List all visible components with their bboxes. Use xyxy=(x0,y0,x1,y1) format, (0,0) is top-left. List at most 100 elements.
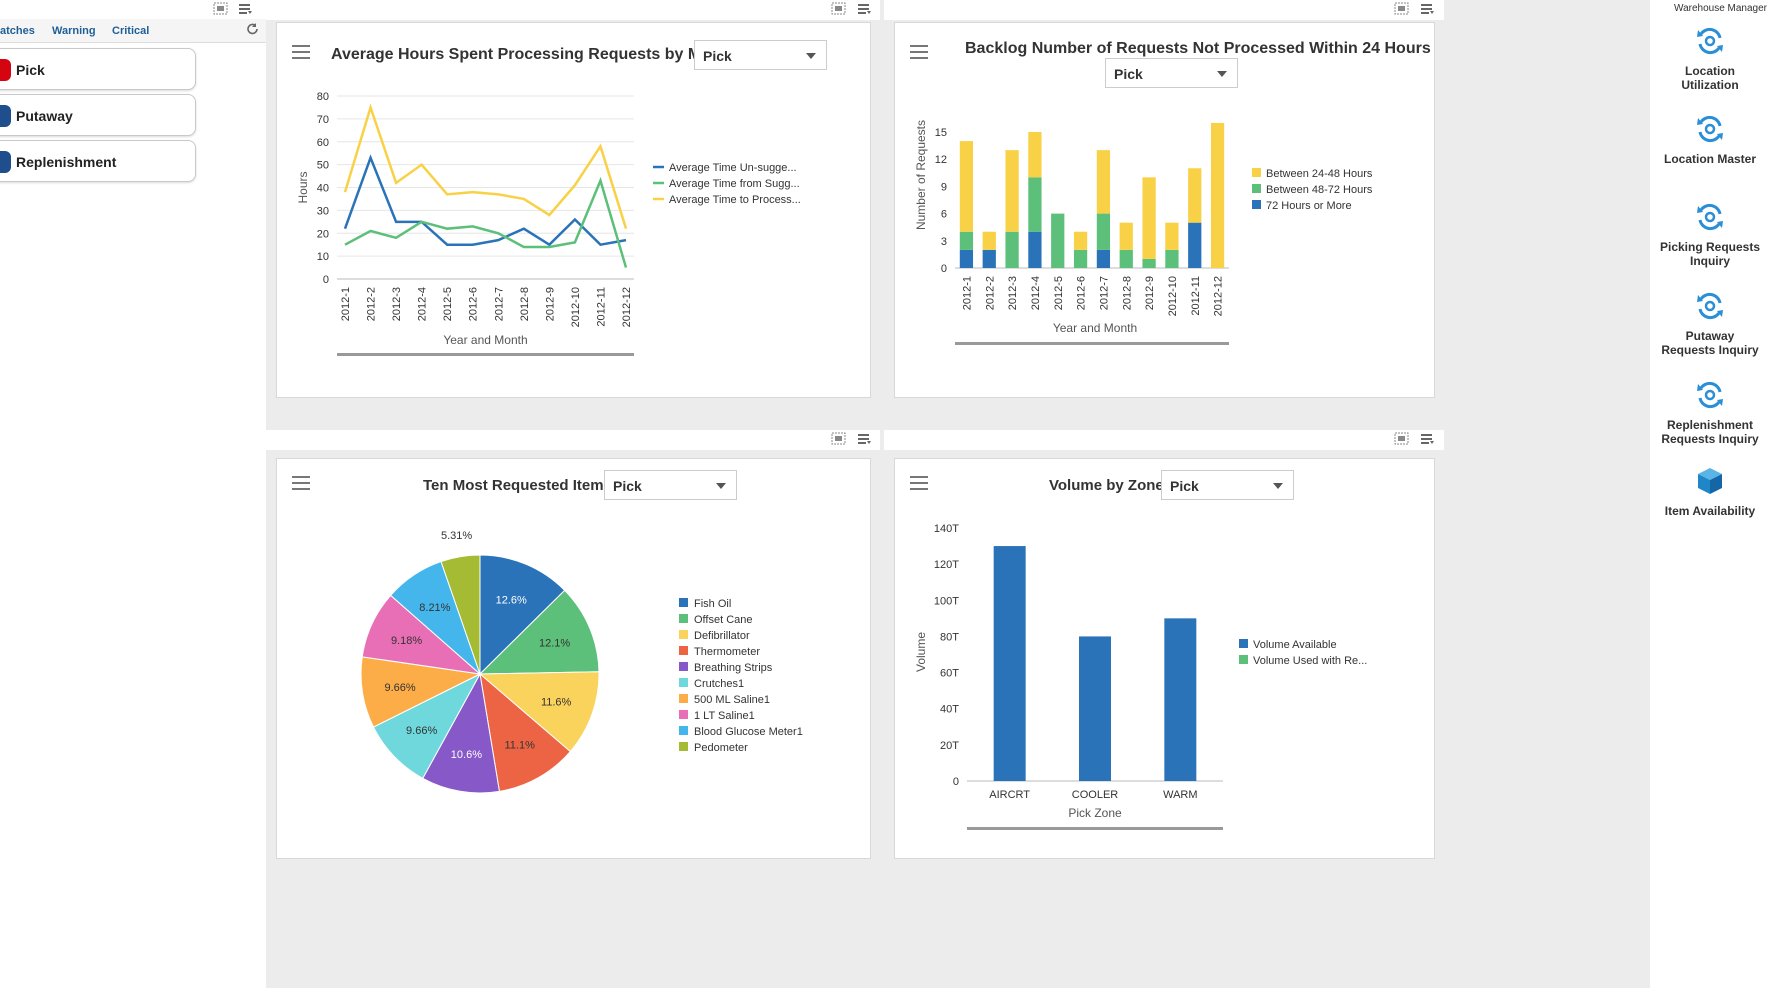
legend-label: Thermometer xyxy=(694,646,760,658)
bar-segment xyxy=(1073,249,1088,268)
sidebar-item-picking-requests[interactable]: Picking Requests Inquiry xyxy=(1650,202,1770,268)
chart-filter-select[interactable]: Pick xyxy=(604,470,737,500)
maximize-icon[interactable] xyxy=(1394,2,1410,16)
bar-segment xyxy=(1210,122,1225,268)
hamburger-menu-icon[interactable] xyxy=(910,45,928,59)
select-value: Pick xyxy=(1170,478,1199,494)
series-line xyxy=(344,176,628,268)
sidebar-item-location[interactable]: Location Utilization xyxy=(1650,26,1770,92)
status-dot xyxy=(0,59,11,81)
maximize-icon[interactable] xyxy=(1394,432,1410,446)
slice-data-label: 5.31% xyxy=(441,530,472,542)
chevron-down-icon xyxy=(806,53,816,59)
chart-filter-select[interactable]: Pick xyxy=(694,40,827,70)
pane-header xyxy=(884,0,1444,20)
label-line-2: Requests Inquiry xyxy=(1661,432,1759,446)
settings-menu-icon[interactable] xyxy=(857,2,873,16)
label-line-1: Picking Requests xyxy=(1659,240,1761,254)
legend-swatch xyxy=(679,742,688,751)
watchlist-item-replenishment[interactable]: Replenishment xyxy=(0,140,196,182)
y-tick-label: 140T xyxy=(934,523,959,535)
x-axis-title: Year and Month xyxy=(1053,321,1137,335)
x-tick-label: 2012-3 xyxy=(391,287,403,321)
scrollbar xyxy=(955,342,1229,345)
legend-swatch xyxy=(1252,168,1261,177)
refresh-cycle-icon xyxy=(1697,115,1723,143)
label-line-1: Putaway xyxy=(1685,329,1735,343)
pie-slice xyxy=(440,554,481,675)
legend-label: 72 Hours or More xyxy=(1266,200,1352,212)
sidebar-item-label: Location Utilization xyxy=(1650,64,1770,92)
label-line-1: Item Availability xyxy=(1664,504,1756,518)
watchlist-item-pick[interactable]: Pick xyxy=(0,48,196,90)
icon-wrap xyxy=(1650,466,1770,500)
maximize-icon[interactable] xyxy=(831,2,847,16)
sidebar-item-item-availability[interactable]: Item Availability xyxy=(1650,466,1770,518)
pie-slice xyxy=(478,589,600,675)
chart-filter-select[interactable]: Pick xyxy=(1161,470,1294,500)
legend-label: 1 LT Saline1 xyxy=(694,710,755,722)
legend-label: Offset Cane xyxy=(694,614,753,626)
scrollbar xyxy=(967,827,1223,830)
y-tick-label: 15 xyxy=(935,127,947,139)
bar-segment xyxy=(1142,258,1156,268)
bar-segment xyxy=(1005,150,1019,232)
slice-data-label: 9.66% xyxy=(384,682,415,694)
icon-wrap xyxy=(1650,380,1770,414)
sidebar-item-label: Putaway Requests Inquiry xyxy=(1650,329,1770,357)
hamburger-menu-icon[interactable] xyxy=(910,476,928,490)
x-tick-label: 2012-2 xyxy=(366,287,378,321)
series-line xyxy=(343,154,627,247)
y-tick-label: 0 xyxy=(953,776,959,788)
watchlist-item-putaway[interactable]: Putaway xyxy=(0,94,196,136)
chevron-down-icon xyxy=(716,483,726,489)
chart-filter-select[interactable]: Pick xyxy=(1105,58,1238,88)
legend-label: Volume Available xyxy=(1253,639,1337,651)
bar-segment xyxy=(959,249,974,268)
sidebar-item-putaway[interactable]: Putaway Requests Inquiry xyxy=(1650,291,1770,357)
label-line-1: Location xyxy=(1685,64,1735,78)
x-axis-title: Year and Month xyxy=(443,333,527,347)
slice-data-label: 9.66% xyxy=(406,725,437,737)
legend-swatch xyxy=(679,598,688,607)
sidebar-title: Warehouse Manager xyxy=(1674,3,1768,14)
slice-data-label: 9.18% xyxy=(391,635,422,647)
settings-menu-icon[interactable] xyxy=(1420,432,1436,446)
tab-watches[interactable]: atches xyxy=(0,25,35,37)
x-tick-label: 2012-12 xyxy=(621,287,633,327)
settings-menu-icon[interactable] xyxy=(857,432,873,446)
bar xyxy=(993,546,1026,781)
bar-chart: 0 20T 40T 60T 80T 100T 120T 140T AIRCRT COOLER WAR… xyxy=(914,523,1367,830)
bar-segment xyxy=(1119,249,1133,268)
pie-slice xyxy=(478,671,600,753)
maximize-icon[interactable] xyxy=(831,432,847,446)
settings-menu-icon[interactable] xyxy=(1420,2,1436,16)
hamburger-menu-icon[interactable] xyxy=(292,476,310,490)
refresh-icon[interactable] xyxy=(246,22,260,36)
cube-icon xyxy=(1698,468,1722,494)
x-tick-label: 2012-8 xyxy=(1121,276,1133,310)
settings-menu-icon[interactable] xyxy=(238,2,254,16)
select-value: Pick xyxy=(703,48,732,64)
x-tick-label: 2012-10 xyxy=(570,287,582,327)
legend-label: Defibrillator xyxy=(694,630,750,642)
sidebar-item-location-master[interactable]: Location Master xyxy=(1650,114,1770,166)
springboard-sidebar: Warehouse Manager Location Utilization Lo… xyxy=(1650,0,1770,988)
x-tick-label: 2012-5 xyxy=(442,287,454,321)
pane-header xyxy=(266,430,880,450)
x-tick-label: 2012-8 xyxy=(519,287,531,321)
top-items-card: Ten Most Requested Items Pick 12.6% Fish … xyxy=(276,458,871,859)
bar xyxy=(1079,636,1111,781)
tab-critical[interactable]: Critical xyxy=(112,25,150,37)
hamburger-menu-icon[interactable] xyxy=(292,45,310,59)
legend-label: Pedometer xyxy=(694,742,748,754)
sidebar-item-replenishment[interactable]: Replenishment Requests Inquiry xyxy=(1650,380,1770,446)
watchlist-item-label: Putaway xyxy=(16,108,73,124)
x-tick-label: 2012-11 xyxy=(1190,276,1202,316)
maximize-icon[interactable] xyxy=(213,2,229,16)
legend-label: Average Time Un-sugge... xyxy=(669,162,797,174)
x-tick-label: 2012-7 xyxy=(1098,276,1110,310)
y-axis-title: Hours xyxy=(296,171,310,203)
tab-warning[interactable]: Warning xyxy=(52,25,96,37)
sidebar-item-label: Picking Requests Inquiry xyxy=(1650,240,1770,268)
